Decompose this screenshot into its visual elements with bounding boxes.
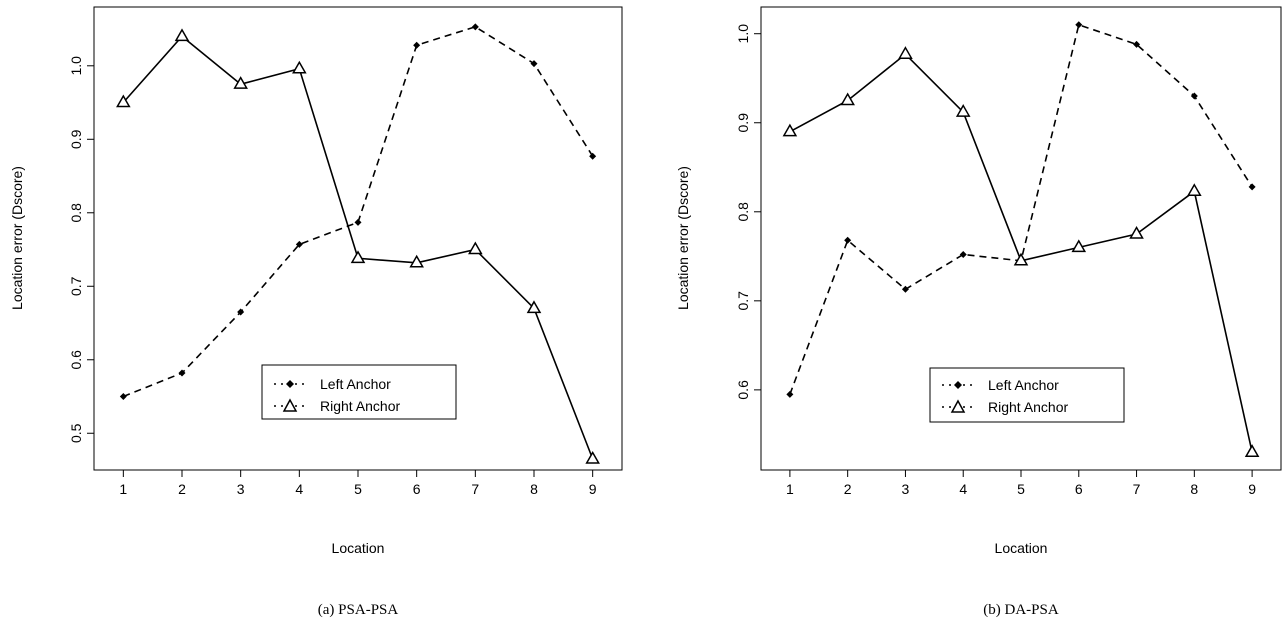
point-right-anchor-b-5 bbox=[1013, 252, 1029, 266]
point-left-anchor-a-9 bbox=[589, 152, 597, 160]
y-axis-a: 0.5 0.6 0.7 0.8 0.9 1.0 bbox=[68, 56, 94, 443]
caption-a: (a) PSA-PSA bbox=[318, 602, 399, 618]
x-tick-label-b-8: 9 bbox=[1248, 481, 1256, 497]
y-axis-b: 0.6 0.7 0.8 0.9 1.0 bbox=[735, 24, 761, 400]
y-tick-label-a-5: 1.0 bbox=[68, 56, 84, 76]
x-tick-label-b-2: 3 bbox=[902, 481, 910, 497]
point-left-anchor-a-6 bbox=[413, 41, 421, 49]
legend-label-right-anchor-b: Right Anchor bbox=[988, 399, 1068, 415]
series-line-left-anchor-b bbox=[789, 23, 1253, 395]
point-right-anchor-b-8 bbox=[1187, 183, 1202, 197]
point-left-anchor-b-7 bbox=[1133, 40, 1141, 48]
point-left-anchor-a-3 bbox=[237, 308, 245, 316]
point-right-anchor-a-7 bbox=[468, 241, 483, 255]
point-left-anchor-b-9 bbox=[1248, 183, 1256, 191]
x-tick-label-a-8: 9 bbox=[589, 481, 597, 497]
x-tick-label-a-6: 7 bbox=[471, 481, 479, 497]
y-tick-label-b-1: 0.7 bbox=[735, 291, 751, 311]
point-right-anchor-b-1 bbox=[782, 123, 798, 137]
point-right-anchor-a-8 bbox=[526, 300, 542, 314]
x-tick-label-a-7: 8 bbox=[530, 481, 538, 497]
x-tick-label-b-4: 5 bbox=[1017, 481, 1025, 497]
x-tick-label-b-6: 7 bbox=[1133, 481, 1141, 497]
point-left-anchor-a-5 bbox=[354, 218, 362, 226]
legend-a: Left Anchor Right Anchor bbox=[261, 364, 457, 420]
panel-b: 0.6 0.7 0.8 0.9 1.0 1 2 3 4 5 6 7 8 9 Location Locat… bbox=[675, 6, 1282, 618]
legend-marker-left-anchor-a bbox=[286, 380, 294, 388]
x-tick-label-b-0: 1 bbox=[786, 481, 794, 497]
x-axis-label-a: Location bbox=[332, 540, 385, 556]
point-left-anchor-b-2 bbox=[844, 236, 852, 244]
point-right-anchor-a-6 bbox=[409, 254, 424, 268]
y-tick-label-b-2: 0.8 bbox=[735, 202, 751, 222]
point-left-anchor-b-1 bbox=[786, 390, 794, 398]
point-right-anchor-b-6 bbox=[1071, 239, 1087, 253]
legend-b: Left Anchor Right Anchor bbox=[929, 367, 1125, 423]
panel-a: 0.5 0.6 0.7 0.8 0.9 1.0 1 2 3 4 5 6 7 8 9 Location Lo… bbox=[9, 6, 623, 618]
y-tick-label-b-4: 1.0 bbox=[735, 24, 751, 44]
point-right-anchor-a-2 bbox=[174, 28, 190, 42]
x-tick-label-b-7: 8 bbox=[1190, 481, 1198, 497]
point-left-anchor-a-2 bbox=[178, 369, 186, 377]
x-tick-label-a-2: 3 bbox=[237, 481, 245, 497]
point-right-anchor-b-7 bbox=[1129, 226, 1144, 239]
legend-marker-left-anchor-b bbox=[954, 381, 962, 389]
x-axis-a: 1 2 3 4 5 6 7 8 9 bbox=[119, 470, 597, 497]
point-left-anchor-a-8 bbox=[530, 60, 538, 68]
point-left-anchor-b-6 bbox=[1075, 21, 1083, 29]
series-line-left-anchor-a bbox=[123, 25, 594, 398]
point-left-anchor-a-1 bbox=[119, 393, 127, 401]
x-tick-label-a-4: 5 bbox=[354, 481, 362, 497]
legend-label-left-anchor-b: Left Anchor bbox=[988, 377, 1059, 393]
y-tick-label-a-0: 0.5 bbox=[68, 423, 84, 443]
legend-label-right-anchor-a: Right Anchor bbox=[320, 398, 400, 414]
legend-marker-right-anchor-b bbox=[950, 399, 966, 413]
point-right-anchor-b-2 bbox=[840, 92, 855, 106]
legend-box-b bbox=[929, 367, 1125, 423]
y-tick-label-a-4: 0.9 bbox=[68, 129, 84, 149]
point-left-anchor-b-8 bbox=[1190, 92, 1198, 100]
y-tick-label-b-0: 0.6 bbox=[735, 380, 751, 400]
point-right-anchor-a-3 bbox=[233, 76, 248, 89]
y-tick-label-a-1: 0.6 bbox=[68, 350, 84, 370]
point-left-anchor-b-3 bbox=[901, 285, 909, 293]
y-axis-label-a: Location error (Dscore) bbox=[9, 166, 25, 310]
x-axis-label-b: Location bbox=[995, 540, 1048, 556]
legend-label-left-anchor-a: Left Anchor bbox=[320, 376, 391, 392]
x-axis-b: 1 2 3 4 5 6 7 8 9 bbox=[786, 470, 1256, 497]
caption-b: (b) DA-PSA bbox=[983, 602, 1059, 618]
x-tick-label-a-0: 1 bbox=[119, 481, 127, 497]
point-right-anchor-b-9 bbox=[1244, 444, 1260, 457]
point-left-anchor-a-7 bbox=[471, 23, 479, 31]
legend-marker-right-anchor-a bbox=[282, 398, 298, 412]
y-tick-label-a-3: 0.8 bbox=[68, 203, 84, 223]
y-tick-label-b-3: 0.9 bbox=[735, 113, 751, 133]
series-b bbox=[782, 21, 1260, 457]
point-left-anchor-b-4 bbox=[959, 251, 967, 259]
point-right-anchor-b-3 bbox=[898, 46, 913, 59]
point-right-anchor-b-4 bbox=[955, 104, 971, 117]
point-right-anchor-a-4 bbox=[292, 60, 307, 74]
series-a bbox=[116, 23, 600, 464]
point-left-anchor-a-4 bbox=[295, 240, 303, 248]
point-right-anchor-a-1 bbox=[116, 94, 131, 108]
x-tick-label-b-5: 6 bbox=[1075, 481, 1083, 497]
x-tick-label-b-3: 4 bbox=[959, 481, 967, 497]
x-tick-label-a-5: 6 bbox=[413, 481, 421, 497]
point-right-anchor-a-9 bbox=[585, 450, 600, 464]
point-right-anchor-a-5 bbox=[350, 250, 366, 264]
x-tick-label-a-1: 2 bbox=[178, 481, 186, 497]
y-tick-label-a-2: 0.7 bbox=[68, 276, 84, 296]
x-tick-label-b-1: 2 bbox=[844, 481, 852, 497]
x-tick-label-a-3: 4 bbox=[295, 481, 303, 497]
y-axis-label-b: Location error (Dscore) bbox=[675, 166, 691, 310]
